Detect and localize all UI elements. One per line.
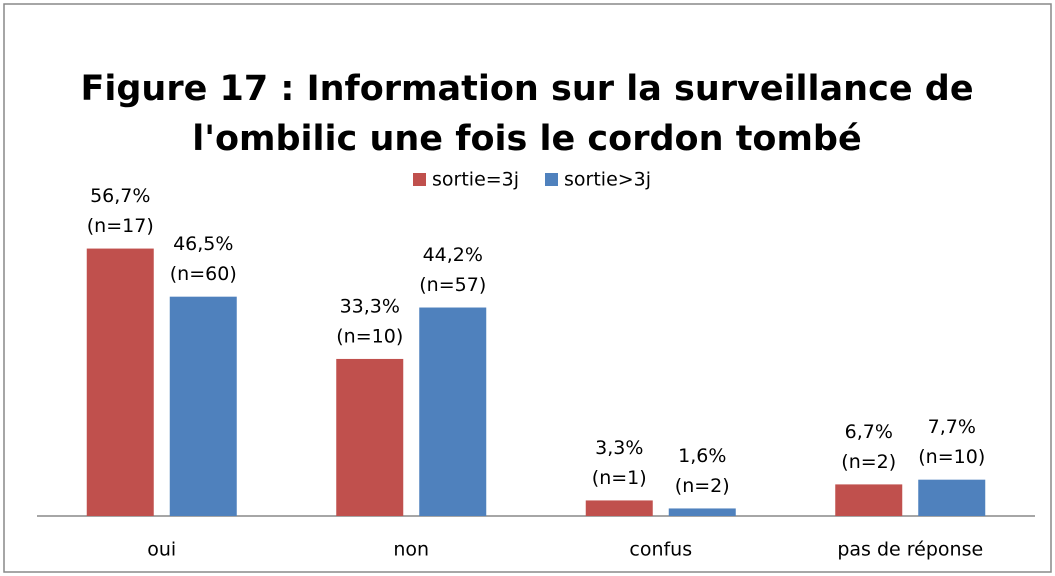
data-label: 7,7%: [928, 416, 976, 438]
bar: [835, 484, 903, 516]
bar: [336, 358, 404, 516]
bar: [169, 296, 237, 516]
data-label: (n=1): [592, 467, 647, 489]
data-label: 46,5%: [173, 233, 233, 255]
data-label: (n=57): [419, 274, 486, 296]
bar: [86, 248, 154, 516]
data-label: 6,7%: [845, 421, 893, 443]
x-tick-label: pas de réponse: [837, 539, 983, 561]
data-label: (n=60): [170, 263, 237, 285]
x-tick-label: oui: [147, 539, 176, 561]
data-label: (n=10): [918, 446, 985, 468]
bar: [419, 307, 487, 516]
chart-title: Figure 17 : Information sur la surveilla…: [80, 69, 973, 109]
data-label: 3,3%: [595, 437, 643, 459]
legend-swatch: [413, 173, 426, 186]
x-tick-label: confus: [629, 539, 692, 561]
data-label: (n=2): [841, 451, 896, 473]
bar: [918, 479, 986, 516]
bar: [668, 508, 736, 516]
data-label: (n=2): [675, 475, 730, 497]
data-label: 33,3%: [340, 295, 400, 317]
data-label: 56,7%: [90, 185, 150, 207]
data-label: 44,2%: [423, 244, 483, 266]
bar: [585, 500, 653, 516]
x-tick-label: non: [393, 539, 429, 561]
chart-title: l'ombilic une fois le cordon tombé: [192, 119, 861, 159]
legend-swatch: [545, 173, 558, 186]
legend-label: sortie>3j: [564, 169, 651, 191]
data-label: (n=17): [87, 215, 154, 237]
data-label: (n=10): [336, 325, 403, 347]
legend-label: sortie=3j: [432, 169, 519, 191]
data-label: 1,6%: [678, 445, 726, 467]
